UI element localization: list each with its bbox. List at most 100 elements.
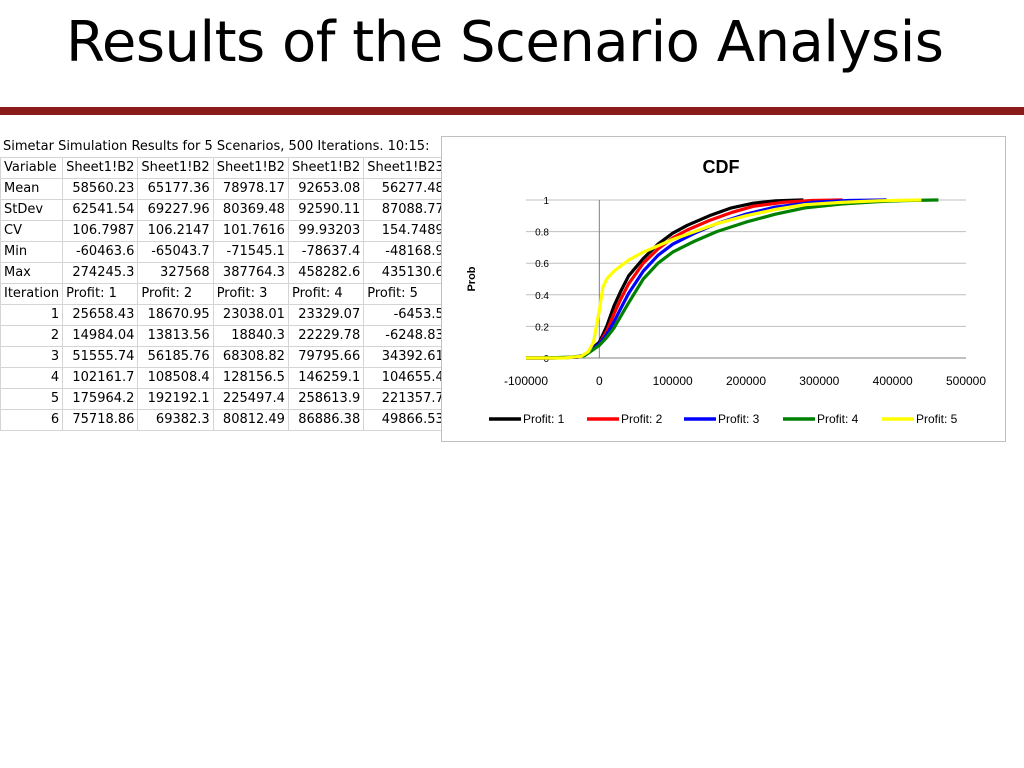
row-label-cell[interactable]: StDev [0,199,64,221]
row-label-cell[interactable]: Variable [0,157,64,179]
table-cell[interactable]: 86886.38 [287,409,365,431]
table-cell[interactable]: -71545.1 [212,241,289,263]
series-line [526,198,922,360]
table-cell[interactable]: 68308.82 [212,346,289,368]
table-cell[interactable]: 221357.7 [363,388,442,410]
series-line [526,198,939,360]
table-cell[interactable]: Profit: 4 [287,283,365,305]
table-cell[interactable]: 18840.3 [212,325,289,347]
table-cell[interactable]: 274245.3 [62,262,139,284]
table-cell[interactable]: 92653.08 [287,178,365,200]
table-cell[interactable]: 192192.1 [137,388,214,410]
table-cell[interactable]: 225497.4 [212,388,289,410]
table-cell[interactable]: 108508.4 [137,367,214,389]
table-cell[interactable]: Sheet1!B2 [287,157,365,179]
row-label-cell[interactable]: 2 [0,325,64,347]
row-label-cell[interactable]: Max [0,262,64,284]
series-line [526,198,887,360]
table-cell[interactable]: 65177.36 [137,178,214,200]
table-cell[interactable]: Profit: 3 [212,283,289,305]
row-label-cell[interactable]: Mean [0,178,64,200]
table-cell[interactable]: 435130.6 [363,262,442,284]
table-cell[interactable]: 13813.56 [137,325,214,347]
table-cell[interactable]: -60463.6 [62,241,139,263]
table-cell[interactable]: 92590.11 [287,199,365,221]
table-cell[interactable]: -6248.83 [363,325,442,347]
table-cell[interactable]: -78637.4 [287,241,365,263]
table-cell[interactable]: 258613.9 [287,388,365,410]
table-cell[interactable]: Profit: 2 [137,283,214,305]
table-cell[interactable]: 14984.04 [62,325,139,347]
table-cell[interactable]: 87088.77 [363,199,442,221]
row-label-cell[interactable]: 1 [0,304,64,326]
table-cell[interactable]: 154.7489 [363,220,442,242]
row-label-cell[interactable]: 3 [0,346,64,368]
legend-label: Profit: 3 [718,412,760,426]
row-label-cell[interactable]: 4 [0,367,64,389]
iteration-row: 3 51555.74 56185.76 68308.82 79795.66 34392.6… [0,346,442,368]
series-line [526,198,843,360]
table-cell[interactable]: 80812.49 [212,409,289,431]
table-cell[interactable]: 175964.2 [62,388,139,410]
y-tick-label: 1 [543,196,549,207]
table-cell[interactable]: Sheet1!B2 [62,157,139,179]
series-line [526,198,804,360]
table-cell[interactable]: 58560.23 [62,178,139,200]
row-label-cell[interactable]: 6 [0,409,64,431]
table-cell[interactable]: 128156.5 [212,367,289,389]
table-cell[interactable]: 69382.3 [137,409,214,431]
table-cell[interactable]: 79795.66 [287,346,365,368]
table-cell[interactable]: 80369.48 [212,199,289,221]
chart-title: CDF [703,157,740,177]
x-tick-label: 500000 [946,374,986,388]
row-label-cell[interactable]: Iteration [0,283,64,305]
sheet-caption: Simetar Simulation Results for 5 Scenari… [3,139,430,154]
table-cell[interactable]: 49866.53 [363,409,442,431]
table-cell[interactable]: 327568 [137,262,214,284]
table-cell[interactable]: 78978.17 [212,178,289,200]
table-cell[interactable]: 106.7987 [62,220,139,242]
table-cell[interactable]: Profit: 5 [363,283,442,305]
y-tick-label: 0.4 [535,291,549,302]
table-cell[interactable]: 146259.1 [287,367,365,389]
table-cell[interactable]: 101.7616 [212,220,289,242]
table-cell[interactable]: 18670.95 [137,304,214,326]
table-cell[interactable]: 34392.61 [363,346,442,368]
table-cell[interactable]: Profit: 1 [62,283,139,305]
table-cell[interactable]: 25658.43 [62,304,139,326]
table-cell[interactable]: 23038.01 [212,304,289,326]
table-cell[interactable]: Sheet1!B2 [212,157,289,179]
table-cell[interactable]: 106.2147 [137,220,214,242]
table-cell[interactable]: 56277.48 [363,178,442,200]
table-cell[interactable]: 102161.7 [62,367,139,389]
stat-row: StDev 62541.54 69227.96 80369.48 92590.11 870… [0,199,442,221]
y-axis-label: Prob [466,266,478,291]
stat-row: Min -60463.6 -65043.7 -71545.1 -78637.4 -4816… [0,241,442,263]
row-label-cell[interactable]: Min [0,241,64,263]
iteration-row: 4 102161.7 108508.4 128156.5 146259.1 104655.… [0,367,442,389]
table-cell[interactable]: -65043.7 [137,241,214,263]
table-cell[interactable]: Sheet1!B2 [137,157,214,179]
table-cell[interactable]: 104655.4 [363,367,442,389]
row-label-cell[interactable]: CV [0,220,64,242]
spreadsheet-panel: Simetar Simulation Results for 5 Scenari… [0,136,442,446]
table-cell[interactable]: 458282.6 [287,262,365,284]
table-cell[interactable]: 56185.76 [137,346,214,368]
x-tick-label: 0 [596,374,603,388]
table-cell[interactable]: 69227.96 [137,199,214,221]
legend-label: Profit: 4 [817,412,859,426]
row-label-cell[interactable]: 5 [0,388,64,410]
table-cell[interactable]: 387764.3 [212,262,289,284]
table-cell[interactable]: 23329.07 [287,304,365,326]
legend-label: Profit: 5 [916,412,958,426]
table-cell[interactable]: 51555.74 [62,346,139,368]
table-cell[interactable]: -48168.9 [363,241,442,263]
table-cell[interactable]: 75718.86 [62,409,139,431]
table-cell[interactable]: Sheet1!B23 [363,157,442,179]
table-cell[interactable]: 22229.78 [287,325,365,347]
table-cell[interactable]: 62541.54 [62,199,139,221]
x-tick-label: 100000 [653,374,693,388]
table-cell[interactable]: 99.93203 [287,220,365,242]
table-cell[interactable]: -6453.5 [363,304,442,326]
